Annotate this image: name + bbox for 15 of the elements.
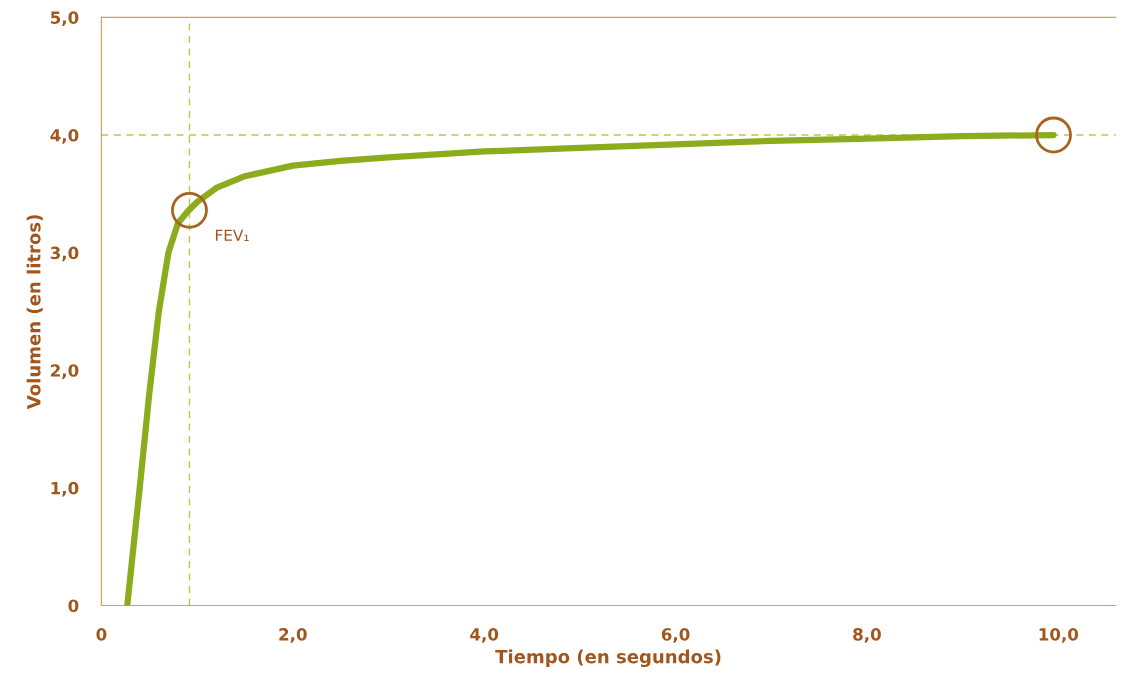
y-tick-label: 2,0 bbox=[51, 364, 79, 379]
y-axis-title: Volumen (en litros) bbox=[26, 215, 43, 410]
x-tick-label: 2,0 bbox=[279, 628, 307, 643]
x-axis-title: Tiempo (en segundos) bbox=[495, 649, 721, 668]
y-tick-label: 4,0 bbox=[50, 128, 79, 144]
x-tick-label: 4,0 bbox=[470, 628, 499, 643]
x-tick-label: 6,0 bbox=[661, 628, 690, 643]
y-tick-label: 5,0 bbox=[50, 11, 79, 27]
annotation: FEV₁ bbox=[215, 229, 249, 241]
x-tick-label: 0 bbox=[96, 628, 107, 641]
x-tick-label: 8,0 bbox=[853, 628, 881, 643]
y-tick-label: 3,0 bbox=[50, 246, 79, 262]
x-tick-label: 10,0 bbox=[1039, 628, 1079, 643]
y-tick-label: 1,0 bbox=[51, 481, 79, 497]
y-tick-label: 0 bbox=[68, 599, 79, 613]
